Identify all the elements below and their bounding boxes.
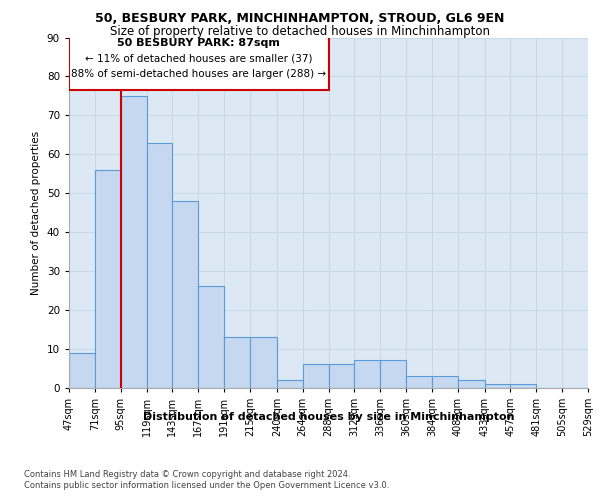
Bar	[511, 384, 536, 388]
Bar	[406, 376, 432, 388]
Text: Contains HM Land Registry data © Crown copyright and database right 2024.: Contains HM Land Registry data © Crown c…	[24, 470, 350, 479]
Bar	[198, 286, 224, 388]
Bar	[121, 96, 146, 388]
Text: 50, BESBURY PARK, MINCHINHAMPTON, STROUD, GL6 9EN: 50, BESBURY PARK, MINCHINHAMPTON, STROUD…	[95, 12, 505, 26]
Bar	[432, 376, 458, 388]
Text: Contains public sector information licensed under the Open Government Licence v3: Contains public sector information licen…	[24, 481, 389, 490]
Bar	[458, 380, 485, 388]
Text: 88% of semi-detached houses are larger (288) →: 88% of semi-detached houses are larger (…	[71, 68, 326, 78]
Bar	[224, 337, 250, 388]
Bar	[146, 142, 172, 388]
Y-axis label: Number of detached properties: Number of detached properties	[31, 130, 41, 294]
Text: ← 11% of detached houses are smaller (37): ← 11% of detached houses are smaller (37…	[85, 53, 313, 63]
Bar	[355, 360, 380, 388]
Text: 50 BESBURY PARK: 87sqm: 50 BESBURY PARK: 87sqm	[118, 38, 280, 48]
Text: Size of property relative to detached houses in Minchinhampton: Size of property relative to detached ho…	[110, 25, 490, 38]
Text: Distribution of detached houses by size in Minchinhampton: Distribution of detached houses by size …	[143, 412, 515, 422]
Bar	[329, 364, 355, 388]
Bar	[172, 201, 198, 388]
Bar	[250, 337, 277, 388]
Bar	[302, 364, 329, 388]
Bar	[485, 384, 511, 388]
Bar	[588, 384, 600, 388]
FancyBboxPatch shape	[69, 32, 329, 90]
Bar	[380, 360, 406, 388]
Bar	[277, 380, 302, 388]
Bar	[69, 352, 95, 388]
Bar	[95, 170, 121, 388]
